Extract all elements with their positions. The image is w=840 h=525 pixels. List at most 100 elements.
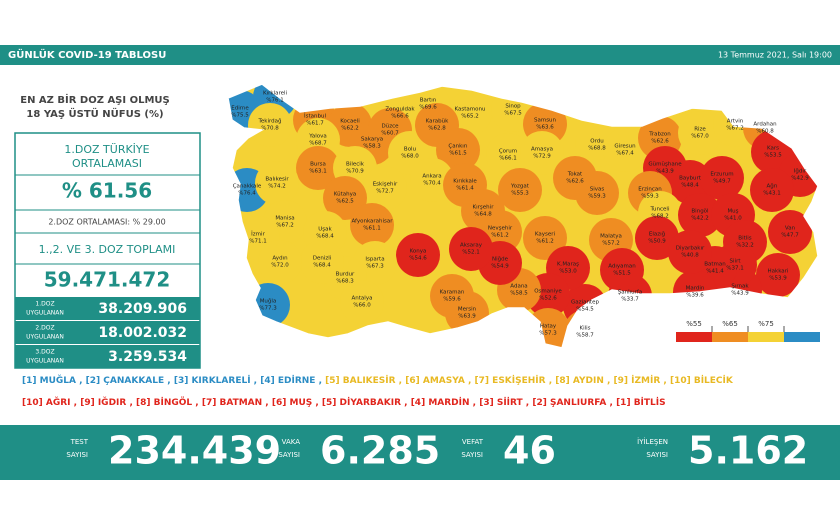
stat-label: TEST <box>70 438 89 446</box>
province-value: %72.9 <box>533 154 551 160</box>
map-outline <box>227 83 819 349</box>
stat-label: İYİLEŞEN <box>637 437 668 446</box>
stat-label: SAYISI <box>66 451 88 459</box>
province-name: Şanlıurfa <box>618 290 642 296</box>
province-value: %71.1 <box>249 239 266 245</box>
avg-label: 1.DOZ TÜRKİYE <box>64 143 149 156</box>
province-value: %68.3 <box>336 279 354 285</box>
province <box>520 131 564 175</box>
province-value: %76.1 <box>266 98 283 104</box>
province-name: İzmir <box>251 231 265 238</box>
stat-label: SAYISI <box>461 451 483 459</box>
province-name: Kırşehir <box>473 205 495 211</box>
ranking-item: [7] BATMAN , <box>199 398 269 408</box>
header-bar <box>0 45 840 65</box>
province-value: %68.7 <box>309 141 327 147</box>
province-name: Bitlis <box>738 236 752 242</box>
dose-label: 3.DOZ <box>35 349 54 356</box>
province-value: %66.6 <box>391 114 409 120</box>
province-name: İstanbul <box>304 113 326 120</box>
province-name: Kastamonu <box>455 107 486 113</box>
province-value: %70.8 <box>261 126 279 132</box>
province-name: Zonguldak <box>385 107 415 113</box>
dose-value: 3.259.534 <box>108 349 187 365</box>
province-name: Tokat <box>567 172 583 178</box>
ranking-item: [10] BİLECİK <box>667 375 734 386</box>
stat-label: SAYISI <box>646 451 668 459</box>
header-title: GÜNLÜK COVID-19 TABLOSU <box>8 47 166 61</box>
province-value: %63.9 <box>458 314 476 320</box>
province <box>756 253 800 297</box>
bottom-ranking: [10] AĞRI , [9] IĞDIR , [8] BİNGÖL , [7]… <box>22 396 666 408</box>
province-value: %68.4 <box>313 263 331 269</box>
province-value: %61.7 <box>306 121 324 127</box>
province <box>323 176 367 220</box>
province-value: %63.1 <box>309 169 326 175</box>
province-name: Erzurum <box>710 172 733 178</box>
ranking-item: [10] AĞRI , <box>22 396 77 408</box>
province-value: %68.4 <box>316 234 334 240</box>
province <box>363 166 407 210</box>
province-name: Manisa <box>275 216 294 222</box>
ranking-item: [3] KIRKLARELİ , <box>171 375 257 386</box>
province <box>635 216 679 260</box>
province-value: %67.3 <box>366 264 384 270</box>
province <box>449 227 493 271</box>
province-name: Niğde <box>492 256 509 263</box>
province-value: %77.3 <box>259 306 277 312</box>
total-value: 59.471.472 <box>44 268 171 292</box>
province-value: %74.2 <box>268 184 285 190</box>
ranking-item: [1] MUĞLA , <box>22 374 83 386</box>
stat-value: 234.439 <box>108 429 281 473</box>
province <box>300 240 344 284</box>
province-value: %67.5 <box>504 111 522 117</box>
province-name: Gümüşhane <box>648 162 682 168</box>
province-value: %61.5 <box>449 151 467 157</box>
province-value: %37.1 <box>726 266 743 272</box>
province-value: %40.8 <box>681 253 699 259</box>
province-value: %53.0 <box>559 269 577 275</box>
province-name: Siirt <box>730 259 742 265</box>
province-name: Kayseri <box>535 232 556 238</box>
province-name: Çanakkale <box>233 184 262 190</box>
province-name: Eskişehir <box>373 182 398 188</box>
province-name: Aydın <box>272 256 288 262</box>
province <box>750 168 794 212</box>
province-value: %66.0 <box>353 303 371 309</box>
province-name: Van <box>785 226 796 232</box>
province-value: %54.6 <box>409 256 427 262</box>
province-name: Gaziantep <box>571 300 599 306</box>
ranking-item: [5] BALIKESİR , <box>322 375 402 386</box>
dose-label: 2.DOZ <box>35 325 54 332</box>
province-value: %63.6 <box>536 125 554 131</box>
province-value: %62.6 <box>566 179 584 185</box>
province <box>448 91 492 135</box>
province <box>768 210 812 254</box>
panel-title: 18 YAŞ ÜSTÜ NÜFUS (%) <box>26 106 163 120</box>
ranking-item: [8] AYDIN , <box>552 376 610 386</box>
province <box>575 171 619 215</box>
province-name: Elazığ <box>649 231 665 238</box>
province-name: Isparta <box>365 257 384 263</box>
province-value: %60.8 <box>756 129 774 135</box>
province <box>436 128 480 172</box>
province-name: Mardin <box>686 286 705 292</box>
province-value: %62.5 <box>336 199 354 205</box>
province-value: %43.1 <box>763 191 780 197</box>
province-name: Amasya <box>531 147 553 153</box>
province-name: K.Maraş <box>557 262 579 268</box>
ranking-item: [3] SİİRT , <box>476 397 529 408</box>
province-value: %62.8 <box>428 126 446 132</box>
province-name: Hatay <box>540 324 557 330</box>
province-name: Antalya <box>352 296 373 302</box>
province-value: %42.2 <box>691 216 708 222</box>
province-value: %54.9 <box>491 264 509 270</box>
legend-label: %75 <box>758 320 774 328</box>
province-value: %70.4 <box>423 181 441 187</box>
province-name: Sinop <box>505 104 521 110</box>
province-value: %67.0 <box>691 134 709 140</box>
province-value: %39.6 <box>686 293 704 299</box>
dose-value: 38.209.906 <box>98 301 187 317</box>
province-value: %43.9 <box>656 169 674 175</box>
legend-swatch <box>676 332 712 342</box>
